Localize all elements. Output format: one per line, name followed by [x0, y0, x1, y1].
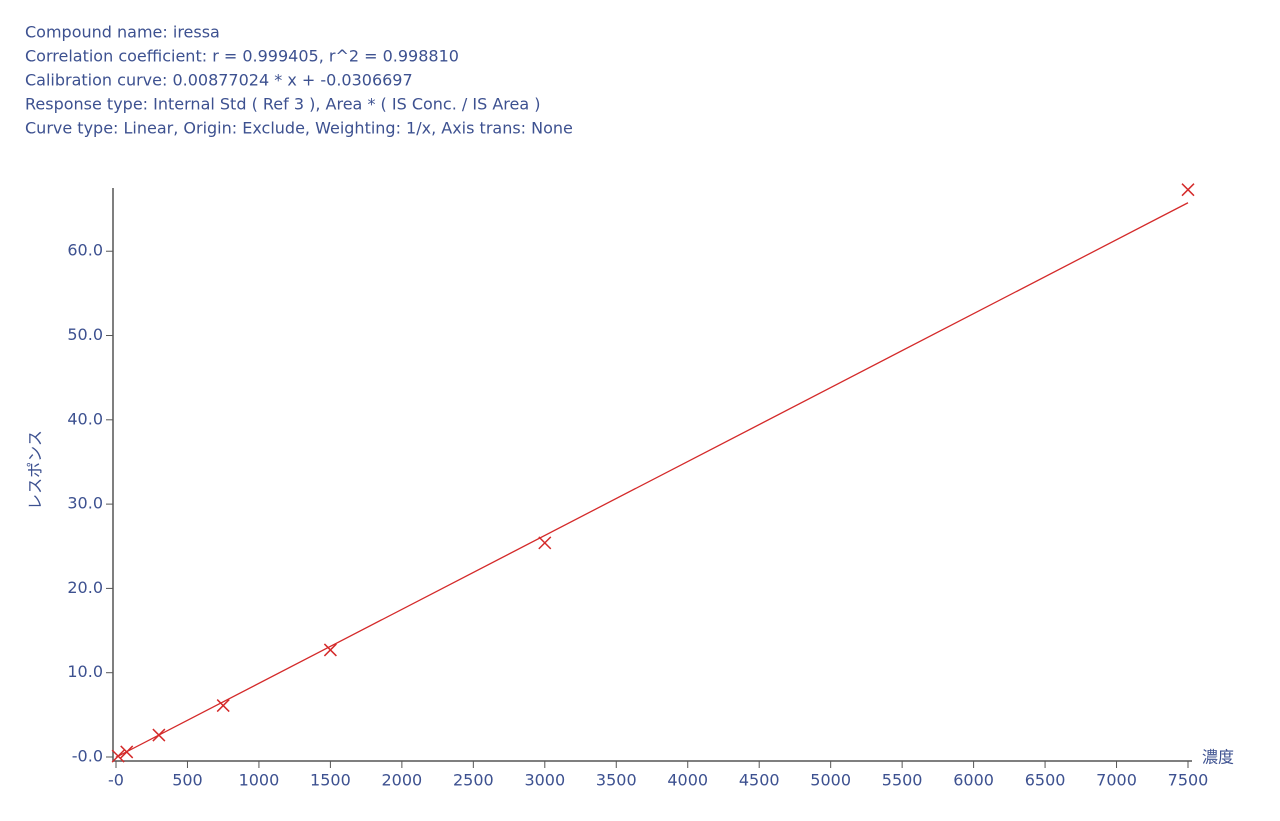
x-tick-label: 1500 — [310, 771, 351, 790]
x-tick-label: 1000 — [239, 771, 280, 790]
x-tick-label: 3500 — [596, 771, 637, 790]
header-line: Curve type: Linear, Origin: Exclude, Wei… — [25, 119, 573, 138]
x-tick-label: 5000 — [810, 771, 851, 790]
y-tick-label: 10.0 — [67, 662, 103, 681]
data-point — [323, 643, 337, 657]
fit-line — [115, 202, 1189, 758]
x-tick-label: -0 — [108, 771, 124, 790]
y-axis-label: レスポンス — [26, 430, 45, 510]
x-tick-label: 2000 — [382, 771, 423, 790]
x-tick-label: 6000 — [953, 771, 994, 790]
data-point — [538, 536, 552, 550]
x-tick-label: 500 — [172, 771, 203, 790]
x-axis-label: 濃度 — [1202, 748, 1234, 767]
data-point — [1181, 183, 1195, 197]
x-tick-label: 4000 — [667, 771, 708, 790]
data-point — [216, 699, 230, 713]
x-tick-label: 3000 — [524, 771, 565, 790]
y-tick-label: 40.0 — [67, 409, 103, 428]
y-tick-label: 60.0 — [67, 241, 103, 260]
y-tick-label: 30.0 — [67, 494, 103, 513]
header-line: Response type: Internal Std ( Ref 3 ), A… — [25, 95, 540, 114]
x-tick-label: 2500 — [453, 771, 494, 790]
y-tick-label: -0.0 — [72, 747, 103, 766]
y-tick-label: 20.0 — [67, 578, 103, 597]
x-tick-label: 6500 — [1025, 771, 1066, 790]
x-tick-label: 7500 — [1168, 771, 1209, 790]
x-tick-label: 5500 — [882, 771, 923, 790]
x-tick-label: 4500 — [739, 771, 780, 790]
x-tick-label: 7000 — [1096, 771, 1137, 790]
header-line: Correlation coefficient: r = 0.999405, r… — [25, 47, 459, 66]
header-line: Compound name: iressa — [25, 23, 220, 42]
header-line: Calibration curve: 0.00877024 * x + -0.0… — [25, 71, 413, 90]
y-tick-label: 50.0 — [67, 325, 103, 344]
